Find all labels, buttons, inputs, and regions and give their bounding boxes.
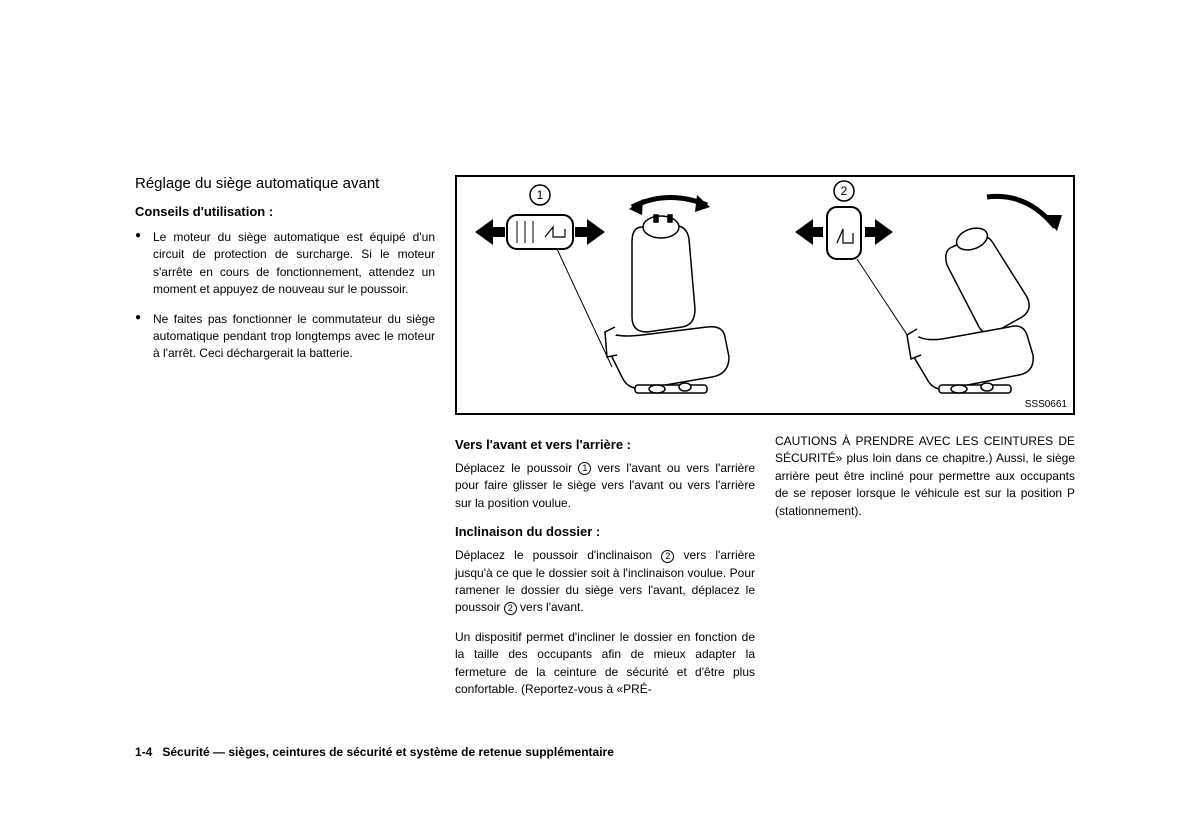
seat-right-icon xyxy=(907,224,1033,393)
recline-text: Déplacez le poussoir d'inclinaison 2 ver… xyxy=(455,547,755,617)
seat-diagram-svg: 1 xyxy=(457,177,1073,413)
recline-note: Un dispositif permet d'incliner le dossi… xyxy=(455,629,755,699)
usage-tips-heading: Conseils d'utilisation : xyxy=(135,204,435,219)
circled-number-icon: 2 xyxy=(661,550,674,563)
text-fragment: Déplacez le poussoir xyxy=(455,461,578,475)
circled-number-icon: 2 xyxy=(504,602,517,615)
continuation-text: CAUTIONS À PRENDRE AVEC LES CEINTURES DE… xyxy=(775,433,1075,520)
list-item: Ne faites pas fonctionner le commutateur… xyxy=(135,311,435,363)
middle-column: Vers l'avant et vers l'arrière : Déplace… xyxy=(455,433,755,710)
section-title: Sécurité — sièges, ceintures de sécurité… xyxy=(162,745,614,759)
circled-number-icon: 1 xyxy=(578,462,591,475)
right-column: CAUTIONS À PRENDRE AVEC LES CEINTURES DE… xyxy=(775,433,1075,532)
illustration-ref: SSS0661 xyxy=(1025,399,1067,410)
list-item: Le moteur du siège automatique est équip… xyxy=(135,229,435,299)
text-fragment: Déplacez le poussoir d'inclinaison xyxy=(455,548,661,562)
recline-heading: Inclinaison du dossier : xyxy=(455,524,755,539)
page-number: 1-4 xyxy=(135,745,152,759)
diagram-label-1: 1 xyxy=(537,188,544,202)
seat-left-icon xyxy=(605,215,729,393)
forward-back-heading: Vers l'avant et vers l'arrière : xyxy=(455,437,755,452)
section-heading: Réglage du siège automatique avant xyxy=(135,175,435,192)
page-footer: 1-4 Sécurité — sièges, ceintures de sécu… xyxy=(135,745,614,759)
left-column: Réglage du siège automatique avant Conse… xyxy=(135,175,435,375)
diagram-label-2: 2 xyxy=(841,184,848,198)
text-fragment: vers l'avant. xyxy=(517,600,584,614)
forward-back-text: Déplacez le poussoir 1 vers l'avant ou v… xyxy=(455,460,755,512)
usage-tips-list: Le moteur du siège automatique est équip… xyxy=(135,229,435,363)
seat-diagram: 1 xyxy=(455,175,1075,415)
